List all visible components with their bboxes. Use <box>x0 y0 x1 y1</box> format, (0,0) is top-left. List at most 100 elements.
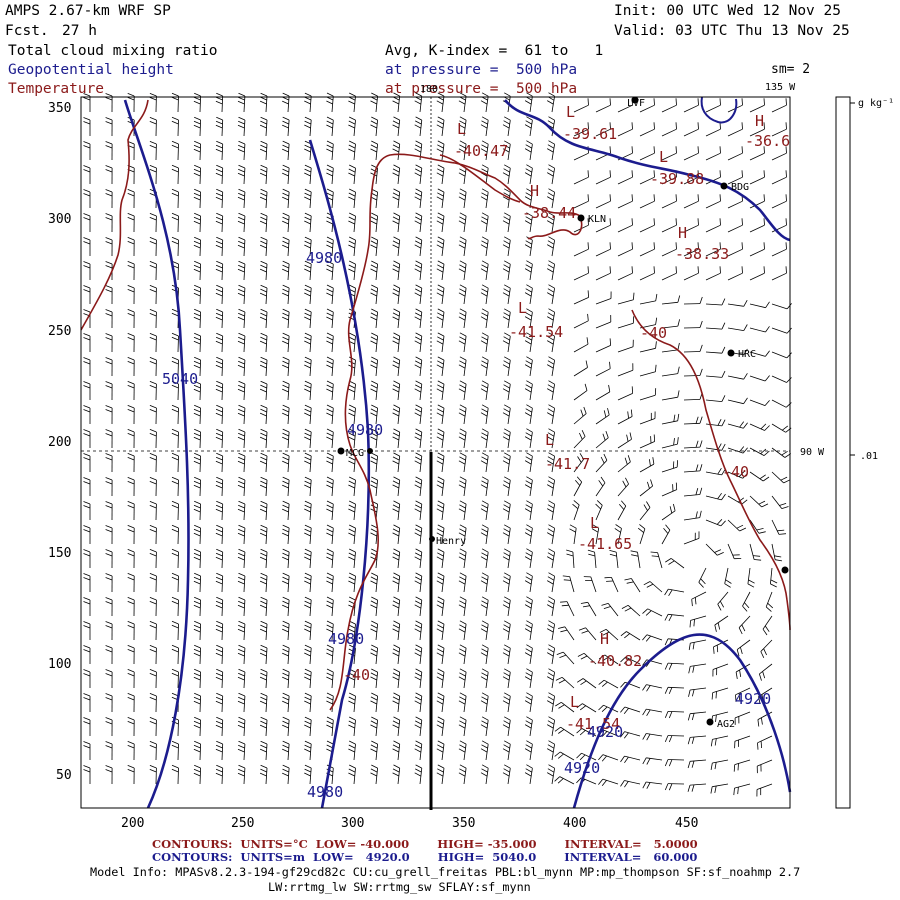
wind-barb <box>503 480 510 485</box>
wind-barb <box>370 628 377 633</box>
wind-barb <box>304 676 311 681</box>
wind-barb <box>775 559 783 562</box>
y-tick: 50 <box>56 768 72 783</box>
wind-barb <box>524 484 532 489</box>
wind-barb <box>83 217 91 221</box>
wind-barb <box>415 404 422 409</box>
wind-barb <box>177 383 179 401</box>
wind-barb <box>675 242 677 250</box>
wind-barb <box>525 672 532 677</box>
wind-barb <box>237 748 245 753</box>
wind-barb <box>481 648 488 653</box>
wind-barb <box>587 266 589 274</box>
wind-barb <box>304 628 311 633</box>
wind-barb <box>238 696 245 701</box>
wind-barb <box>639 200 655 209</box>
wind-barb <box>105 165 113 169</box>
y-tick: 100 <box>48 657 71 672</box>
wind-barb <box>105 625 113 629</box>
wind-barb <box>349 404 356 409</box>
wind-barb <box>260 164 268 169</box>
wind-barb <box>243 527 246 545</box>
wind-barb <box>171 236 179 241</box>
wind-barb <box>760 423 767 430</box>
wind-barb <box>370 720 378 725</box>
wind-barb <box>304 220 311 225</box>
wind-barb <box>733 764 736 772</box>
wind-barb <box>149 289 157 293</box>
wind-barb <box>83 525 91 529</box>
wind-barb <box>149 457 157 461</box>
wind-barb <box>216 188 223 193</box>
wind-barb <box>763 98 765 106</box>
wind-barb <box>194 116 201 121</box>
wind-barb <box>238 572 246 577</box>
wind-barb <box>624 781 629 788</box>
wind-barb <box>525 768 532 773</box>
wind-barb <box>370 532 377 537</box>
wind-barb <box>620 780 625 787</box>
wind-barb <box>639 441 655 449</box>
wind-barb <box>326 552 334 557</box>
wind-barb <box>481 144 488 149</box>
wind-barb <box>238 96 245 101</box>
wind-barb <box>349 188 356 193</box>
wind-barb <box>690 759 707 762</box>
wind-barb <box>83 741 91 745</box>
wind-barb <box>623 708 629 714</box>
wind-barb <box>675 194 677 202</box>
wind-barb <box>502 244 510 249</box>
wind-barb <box>259 628 267 633</box>
field-cloud-info: Avg, K-index = 61 to 1 <box>385 43 604 59</box>
wind-barb <box>683 538 700 545</box>
wind-barb <box>742 605 748 612</box>
wind-barb <box>699 510 702 518</box>
wind-barb <box>393 668 400 673</box>
wind-barb <box>437 576 444 581</box>
wind-barb <box>547 168 555 173</box>
wind-barb <box>171 504 179 509</box>
wind-barb <box>149 693 157 697</box>
wind-barb <box>415 572 422 577</box>
wind-barb <box>215 672 223 677</box>
wind-barb <box>193 700 201 705</box>
wind-barb <box>265 503 268 521</box>
wind-barb <box>458 364 466 369</box>
wind-barb <box>547 148 554 153</box>
wind-barb <box>105 145 113 149</box>
wind-barb <box>193 456 201 461</box>
wind-barb <box>719 218 721 226</box>
wind-barb <box>237 484 245 489</box>
wind-barb <box>436 244 444 249</box>
wind-barb <box>177 743 179 761</box>
wind-barb <box>646 733 651 741</box>
wind-barb <box>83 309 91 313</box>
wind-barb <box>215 700 223 705</box>
wind-barb <box>524 604 532 609</box>
wind-barb <box>525 144 532 149</box>
wind-barb <box>237 508 245 513</box>
wind-barb <box>547 724 554 729</box>
wind-barb <box>627 455 631 463</box>
wind-barb <box>326 172 333 177</box>
wind-barb <box>83 189 91 193</box>
wind-barb <box>480 412 488 417</box>
wind-barb <box>587 170 589 178</box>
wind-barb <box>177 599 179 617</box>
wind-barb <box>392 552 400 557</box>
y-tick: 150 <box>48 546 71 561</box>
wind-barb <box>215 192 223 197</box>
wind-barb <box>761 717 763 725</box>
wind-barb <box>215 724 223 729</box>
wind-barb <box>576 476 583 483</box>
wind-barb <box>436 388 444 393</box>
wind-barb <box>304 460 311 465</box>
wind-barb <box>712 687 729 693</box>
wind-barb <box>463 360 467 377</box>
wind-barb <box>595 272 611 281</box>
wind-barb <box>392 292 400 297</box>
wind-barb <box>664 614 669 621</box>
wind-barb <box>770 579 778 584</box>
wind-barb <box>547 264 555 269</box>
wind-barb <box>259 604 267 609</box>
